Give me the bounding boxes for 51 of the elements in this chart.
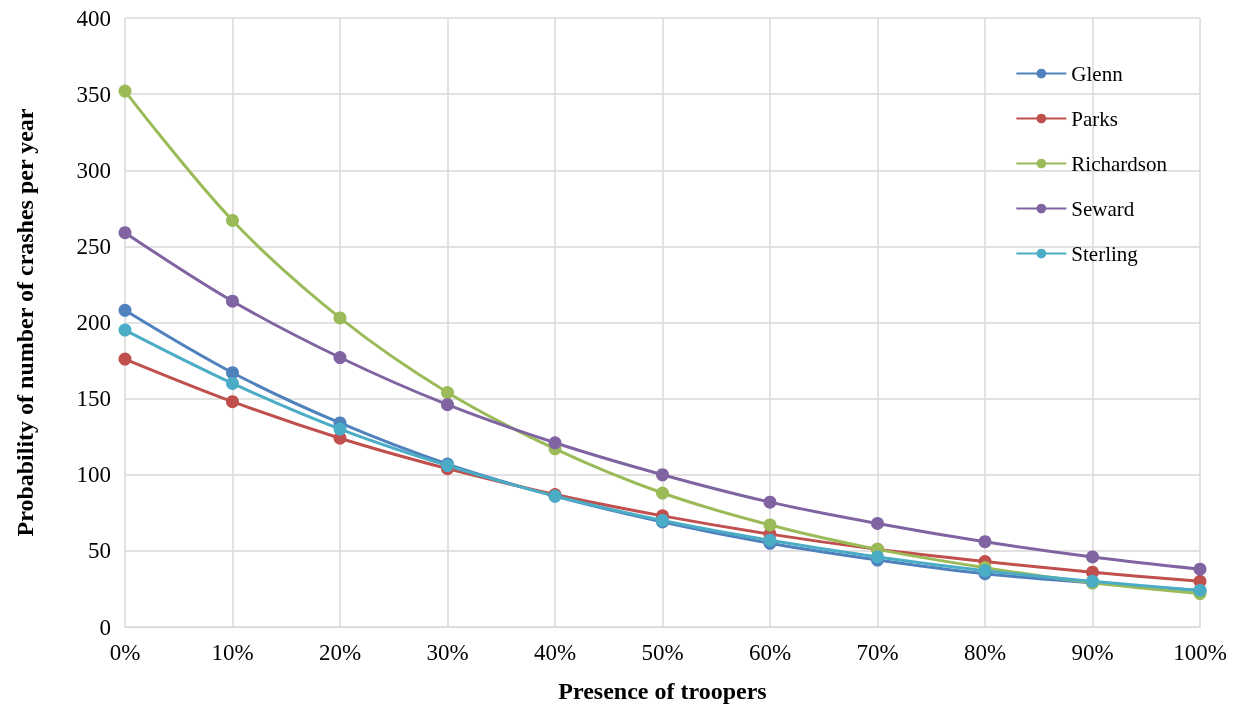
x-tick-label: 90%: [1071, 640, 1114, 665]
y-tick-label: 250: [76, 233, 111, 259]
legend-label: Glenn: [1071, 61, 1124, 86]
y-tick-label: 50: [88, 538, 111, 564]
point: [226, 214, 239, 227]
x-axis-title: Presence of troopers: [558, 678, 767, 704]
y-tick-label: 300: [76, 157, 111, 183]
point: [1086, 550, 1099, 564]
y-tick-label: 150: [76, 386, 111, 412]
point: [978, 535, 992, 549]
legend-label: Parks: [1071, 106, 1119, 131]
point: [871, 516, 884, 530]
x-tick-label: 50%: [641, 640, 684, 665]
x-tick-label: 60%: [748, 640, 792, 665]
x-tick-label: 70%: [856, 640, 899, 665]
x-tick-label: 40%: [533, 640, 577, 665]
x-tick-label: 10%: [211, 640, 254, 665]
y-axis-title: Probability of number of crashes per year: [12, 108, 38, 537]
y-tick-label: 100: [76, 462, 111, 488]
point: [226, 294, 239, 308]
point: [1193, 562, 1207, 576]
point: [118, 84, 132, 98]
legend-label: Seward: [1071, 196, 1135, 221]
point: [333, 351, 347, 365]
point: [118, 323, 132, 337]
x-tick-label: 30%: [426, 640, 469, 665]
point: [226, 366, 239, 380]
x-tick-label: 0%: [109, 640, 141, 665]
point: [226, 395, 239, 409]
x-tick-label: 20%: [318, 640, 362, 665]
point: [656, 468, 669, 482]
y-tick-label: 350: [76, 81, 111, 107]
point: [656, 486, 669, 500]
point: [333, 311, 347, 325]
point: [763, 518, 777, 532]
x-tick-label: 100%: [1173, 640, 1227, 665]
y-tick-label: 200: [76, 310, 111, 335]
point: [763, 495, 777, 509]
point: [333, 422, 347, 436]
point: [441, 386, 454, 400]
y-tick-label: 400: [76, 5, 111, 31]
point: [118, 352, 132, 366]
legend-label: Sterling: [1071, 241, 1139, 266]
point: [226, 376, 239, 390]
x-tick-label: 80%: [963, 640, 1007, 665]
y-tick-label: 0: [99, 614, 111, 640]
point: [118, 303, 132, 317]
point: [548, 436, 562, 450]
legend-label: Richardson: [1071, 151, 1168, 176]
point: [441, 398, 454, 412]
point: [118, 226, 132, 240]
